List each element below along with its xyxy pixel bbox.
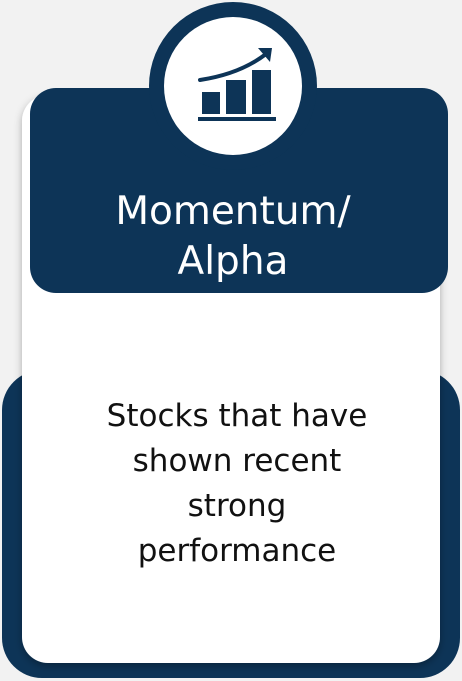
chart-icon bbox=[198, 48, 276, 121]
card-title: Momentum/ bbox=[115, 189, 351, 234]
card-description: strong bbox=[188, 488, 287, 524]
card-description: shown recent bbox=[133, 443, 342, 479]
card-description: performance bbox=[138, 533, 337, 569]
card-title: Alpha bbox=[178, 239, 289, 284]
card-description: Stocks that have bbox=[107, 398, 368, 434]
card-header bbox=[30, 88, 448, 293]
